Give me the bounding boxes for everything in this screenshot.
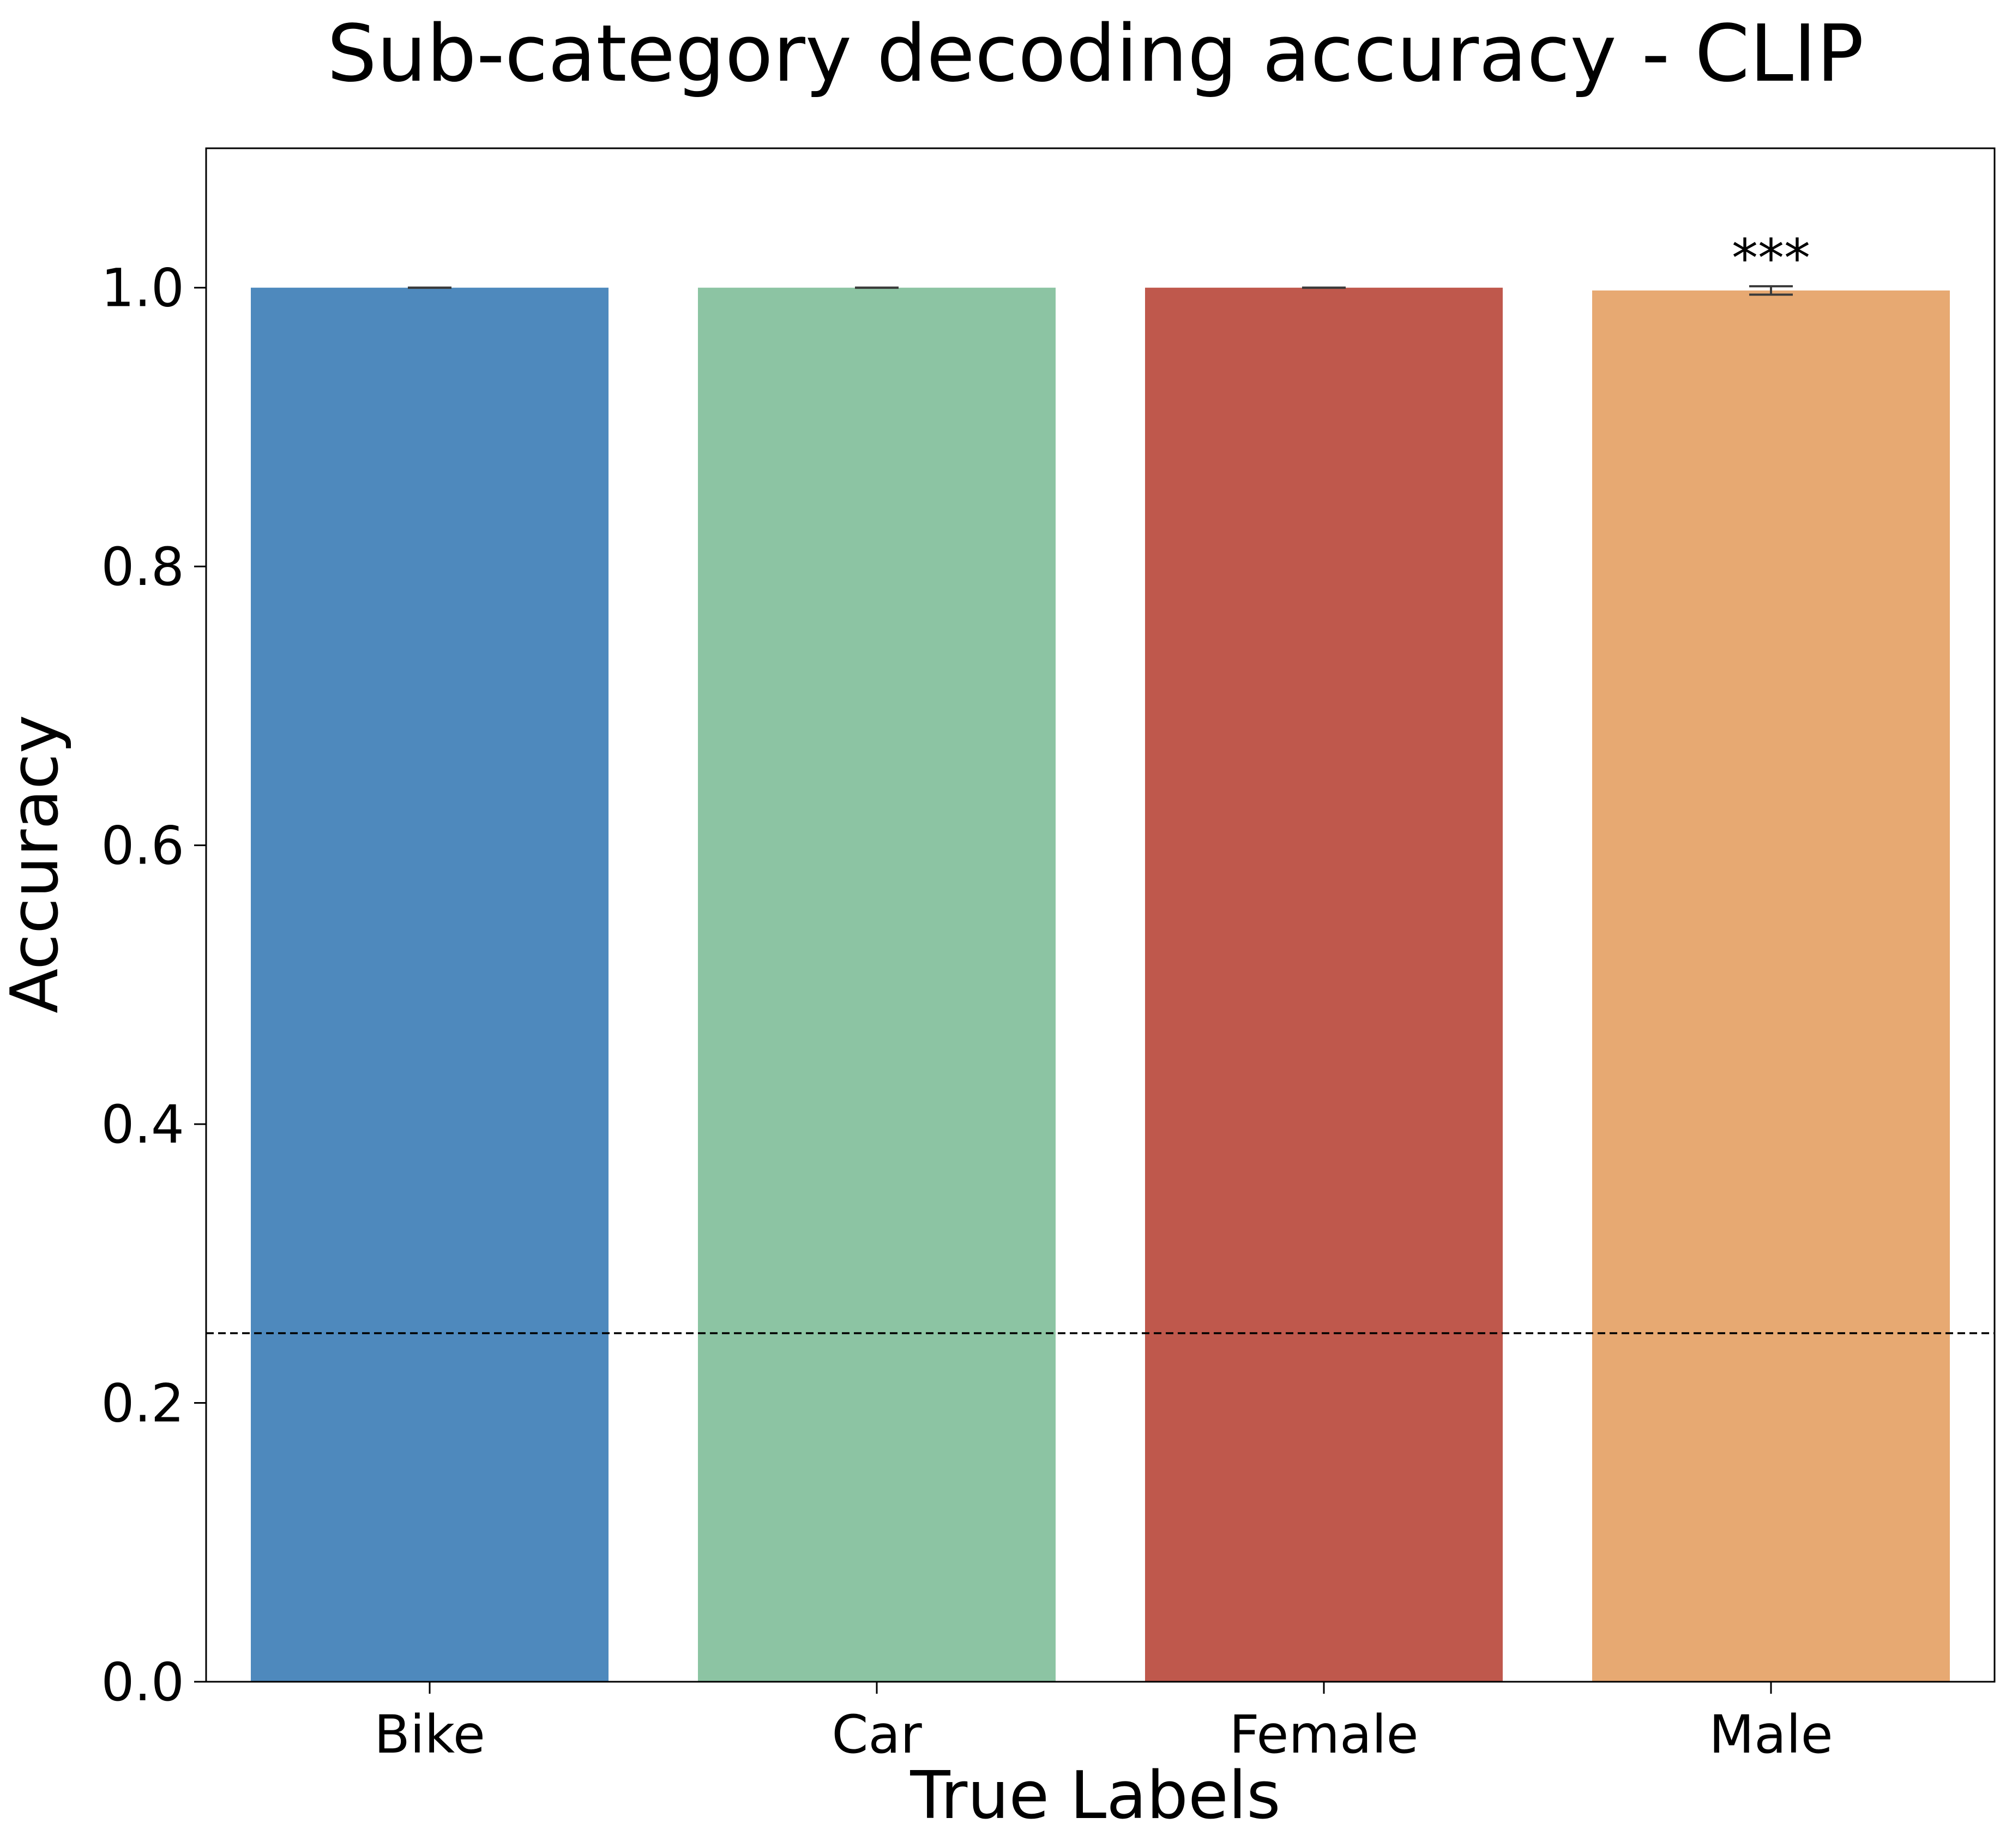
y-tick-label: 0.0 bbox=[101, 1652, 184, 1713]
bar-male[interactable] bbox=[1592, 290, 1950, 1682]
bar-car[interactable] bbox=[698, 287, 1056, 1682]
x-tick-label-car: Car bbox=[832, 1704, 922, 1765]
y-tick-label: 0.8 bbox=[101, 536, 184, 597]
x-tick-label-male: Male bbox=[1709, 1704, 1833, 1765]
y-tick-label: 0.6 bbox=[101, 816, 184, 877]
bar-female[interactable] bbox=[1145, 287, 1503, 1682]
chart-title: Sub-category decoding accuracy - CLIP bbox=[327, 8, 1864, 99]
bar-bike[interactable] bbox=[251, 287, 609, 1682]
x-axis-label: True Labels bbox=[909, 1758, 1280, 1834]
significance-annotation: *** bbox=[1732, 228, 1810, 289]
y-axis-label: Accuracy bbox=[0, 715, 73, 1013]
plot-frame bbox=[205, 147, 1996, 1683]
y-tick-label: 1.0 bbox=[101, 258, 184, 319]
y-tick-label: 0.2 bbox=[101, 1373, 184, 1434]
x-tick-label-bike: Bike bbox=[374, 1704, 485, 1765]
x-tick-label-female: Female bbox=[1229, 1704, 1418, 1765]
y-tick-label: 0.4 bbox=[101, 1094, 184, 1155]
plot-area: *** 0.0 0.2 0.4 0.6 0.8 1.0 Bike Car Female Male bbox=[101, 147, 1996, 1765]
